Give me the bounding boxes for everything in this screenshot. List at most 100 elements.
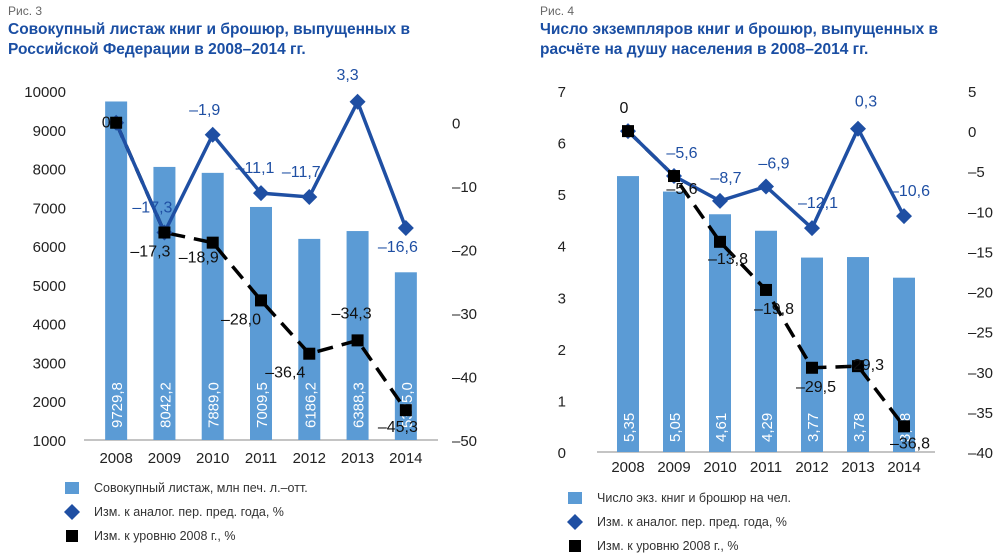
line-data-label: –34,3 xyxy=(332,305,372,322)
bar-data-label: 3,78 xyxy=(851,413,868,442)
line-data-label: –29,3 xyxy=(844,357,884,374)
bar-data-label: 4,29 xyxy=(759,413,776,442)
line-data-label: 0 xyxy=(102,115,111,132)
bar xyxy=(663,191,685,453)
marker-square xyxy=(399,404,412,417)
y-right-tick-label: –10 xyxy=(968,204,993,221)
line-data-label: –16,6 xyxy=(378,239,418,256)
x-tick-label: 2009 xyxy=(657,459,690,476)
marker-square xyxy=(158,226,171,239)
line-data-label: –36,4 xyxy=(265,365,305,382)
y-left-tick-label: 0 xyxy=(558,445,566,462)
bar-data-label: 6186,2 xyxy=(302,382,319,428)
bar-data-label: 4,61 xyxy=(713,413,730,442)
x-tick-label: 2009 xyxy=(148,450,181,467)
y-right-tick-label: –20 xyxy=(452,243,477,260)
line-data-label: –12,1 xyxy=(798,195,838,212)
y-left-tick-label: 2 xyxy=(558,342,566,359)
x-tick-label: 2010 xyxy=(196,450,229,467)
marker-diamond xyxy=(896,208,912,225)
y-left-tick-label: 3 xyxy=(558,290,566,307)
line-data-label: 0 xyxy=(620,100,629,117)
line-data-label: –8,7 xyxy=(710,170,741,187)
y-right-tick-label: –25 xyxy=(968,325,993,342)
bar-data-label: 9729,8 xyxy=(109,382,126,428)
line-data-label: –28,0 xyxy=(221,311,261,328)
y-left-tick-label: 10000 xyxy=(24,84,66,101)
bar xyxy=(893,277,915,452)
y-right-tick-label: 0 xyxy=(968,124,976,141)
y-right-tick-label: –5 xyxy=(968,164,985,181)
y-right-tick-label: –15 xyxy=(968,244,993,261)
bar xyxy=(298,238,321,440)
y-right-tick-label: 0 xyxy=(452,116,460,133)
line-data-label: –11,1 xyxy=(236,160,275,177)
bar-data-label: 6388,3 xyxy=(351,382,368,428)
line-data-label: –11,7 xyxy=(282,164,321,181)
marker-square xyxy=(760,283,772,296)
marker-square xyxy=(206,236,219,249)
chart-title: Число экземпляров книг и брошюр, выпущен… xyxy=(540,21,939,58)
y-left-tick-label: 8000 xyxy=(33,162,66,179)
legend-swatch-diamond xyxy=(567,514,583,530)
marker-square xyxy=(351,334,364,347)
chart-fig3: 1000 2000 3000 4000 5000 6000 7000 8000 9000 1000… xyxy=(24,67,477,543)
figure-label: Рис. 4 xyxy=(540,4,575,18)
marker-square xyxy=(806,361,818,374)
y-right-tick-label: –30 xyxy=(452,306,477,323)
bar xyxy=(847,257,869,452)
y-left-tick-label: 4 xyxy=(558,239,566,256)
y-left-tick-label: 3000 xyxy=(33,355,66,372)
y-right-tick-label: –40 xyxy=(452,370,477,387)
x-tick-label: 2008 xyxy=(611,459,644,476)
line-data-label: 0,3 xyxy=(855,94,877,111)
bar-data-label: 3,77 xyxy=(805,413,822,442)
y-left-tick-label: 9000 xyxy=(33,123,66,140)
y-left-tick-label: 7 xyxy=(558,84,566,101)
marker-diamond xyxy=(712,192,728,209)
y-right-tick-label: –20 xyxy=(968,285,993,302)
line-data-label: –5,6 xyxy=(666,145,697,162)
x-tick-label: 2012 xyxy=(795,459,828,476)
marker-diamond xyxy=(301,188,318,205)
y-left-tick-label: 1000 xyxy=(33,433,66,450)
line-data-label: –17,3 xyxy=(130,244,170,261)
marker-diamond xyxy=(397,220,414,237)
y-left-tick-label: 7000 xyxy=(33,200,66,217)
bar xyxy=(801,257,823,452)
bar-data-label: 8042,2 xyxy=(157,382,174,428)
y-left-tick-label: 5000 xyxy=(33,278,66,295)
y-right-tick-label: –30 xyxy=(968,365,993,382)
line-data-label: 3,3 xyxy=(336,67,358,84)
y-left-tick-label: 6 xyxy=(558,136,566,153)
line-data-label: –10,6 xyxy=(890,183,930,200)
marker-square xyxy=(303,347,316,360)
line-data-label: –36,8 xyxy=(890,435,930,452)
marker-square xyxy=(255,294,267,307)
legend-label: Изм. к аналог. пер. пред. года, % xyxy=(597,515,787,529)
legend-swatch-square xyxy=(569,540,581,552)
bar-data-label: 5,35 xyxy=(621,413,638,442)
x-tick-label: 2011 xyxy=(245,450,277,467)
marker-diamond xyxy=(804,220,820,237)
legend-label: Изм. к аналог. пер. пред. года, % xyxy=(94,505,284,519)
y-right-tick-label: –35 xyxy=(968,405,993,422)
line-data-label: –18,9 xyxy=(179,250,219,267)
chart-title: Совокупный листаж книг и брошюр, выпущен… xyxy=(8,21,410,58)
bar xyxy=(105,101,128,440)
chart-fig4: 0 1 2 3 4 5 6 7 5 0 –5 –10 –15 –20 –25 –30 –35 –40 2008 200… xyxy=(558,84,993,553)
marker-diamond xyxy=(204,126,221,143)
marker-square xyxy=(668,170,680,183)
line-data-label: –29,5 xyxy=(796,379,836,396)
bar xyxy=(709,214,731,452)
line-data-label: –1,9 xyxy=(189,102,220,119)
bar xyxy=(250,206,272,440)
marker-diamond xyxy=(850,120,866,137)
line-data-label: –45,3 xyxy=(378,419,418,436)
legend-swatch-square xyxy=(66,530,78,542)
y-right-tick-label: –50 xyxy=(452,433,477,450)
legend-label: Изм. к уровню 2008 г., % xyxy=(94,529,235,543)
y-right-tick-label: 5 xyxy=(968,84,976,101)
x-tick-label: 2010 xyxy=(703,459,736,476)
line-data-label: –6,9 xyxy=(758,155,789,172)
